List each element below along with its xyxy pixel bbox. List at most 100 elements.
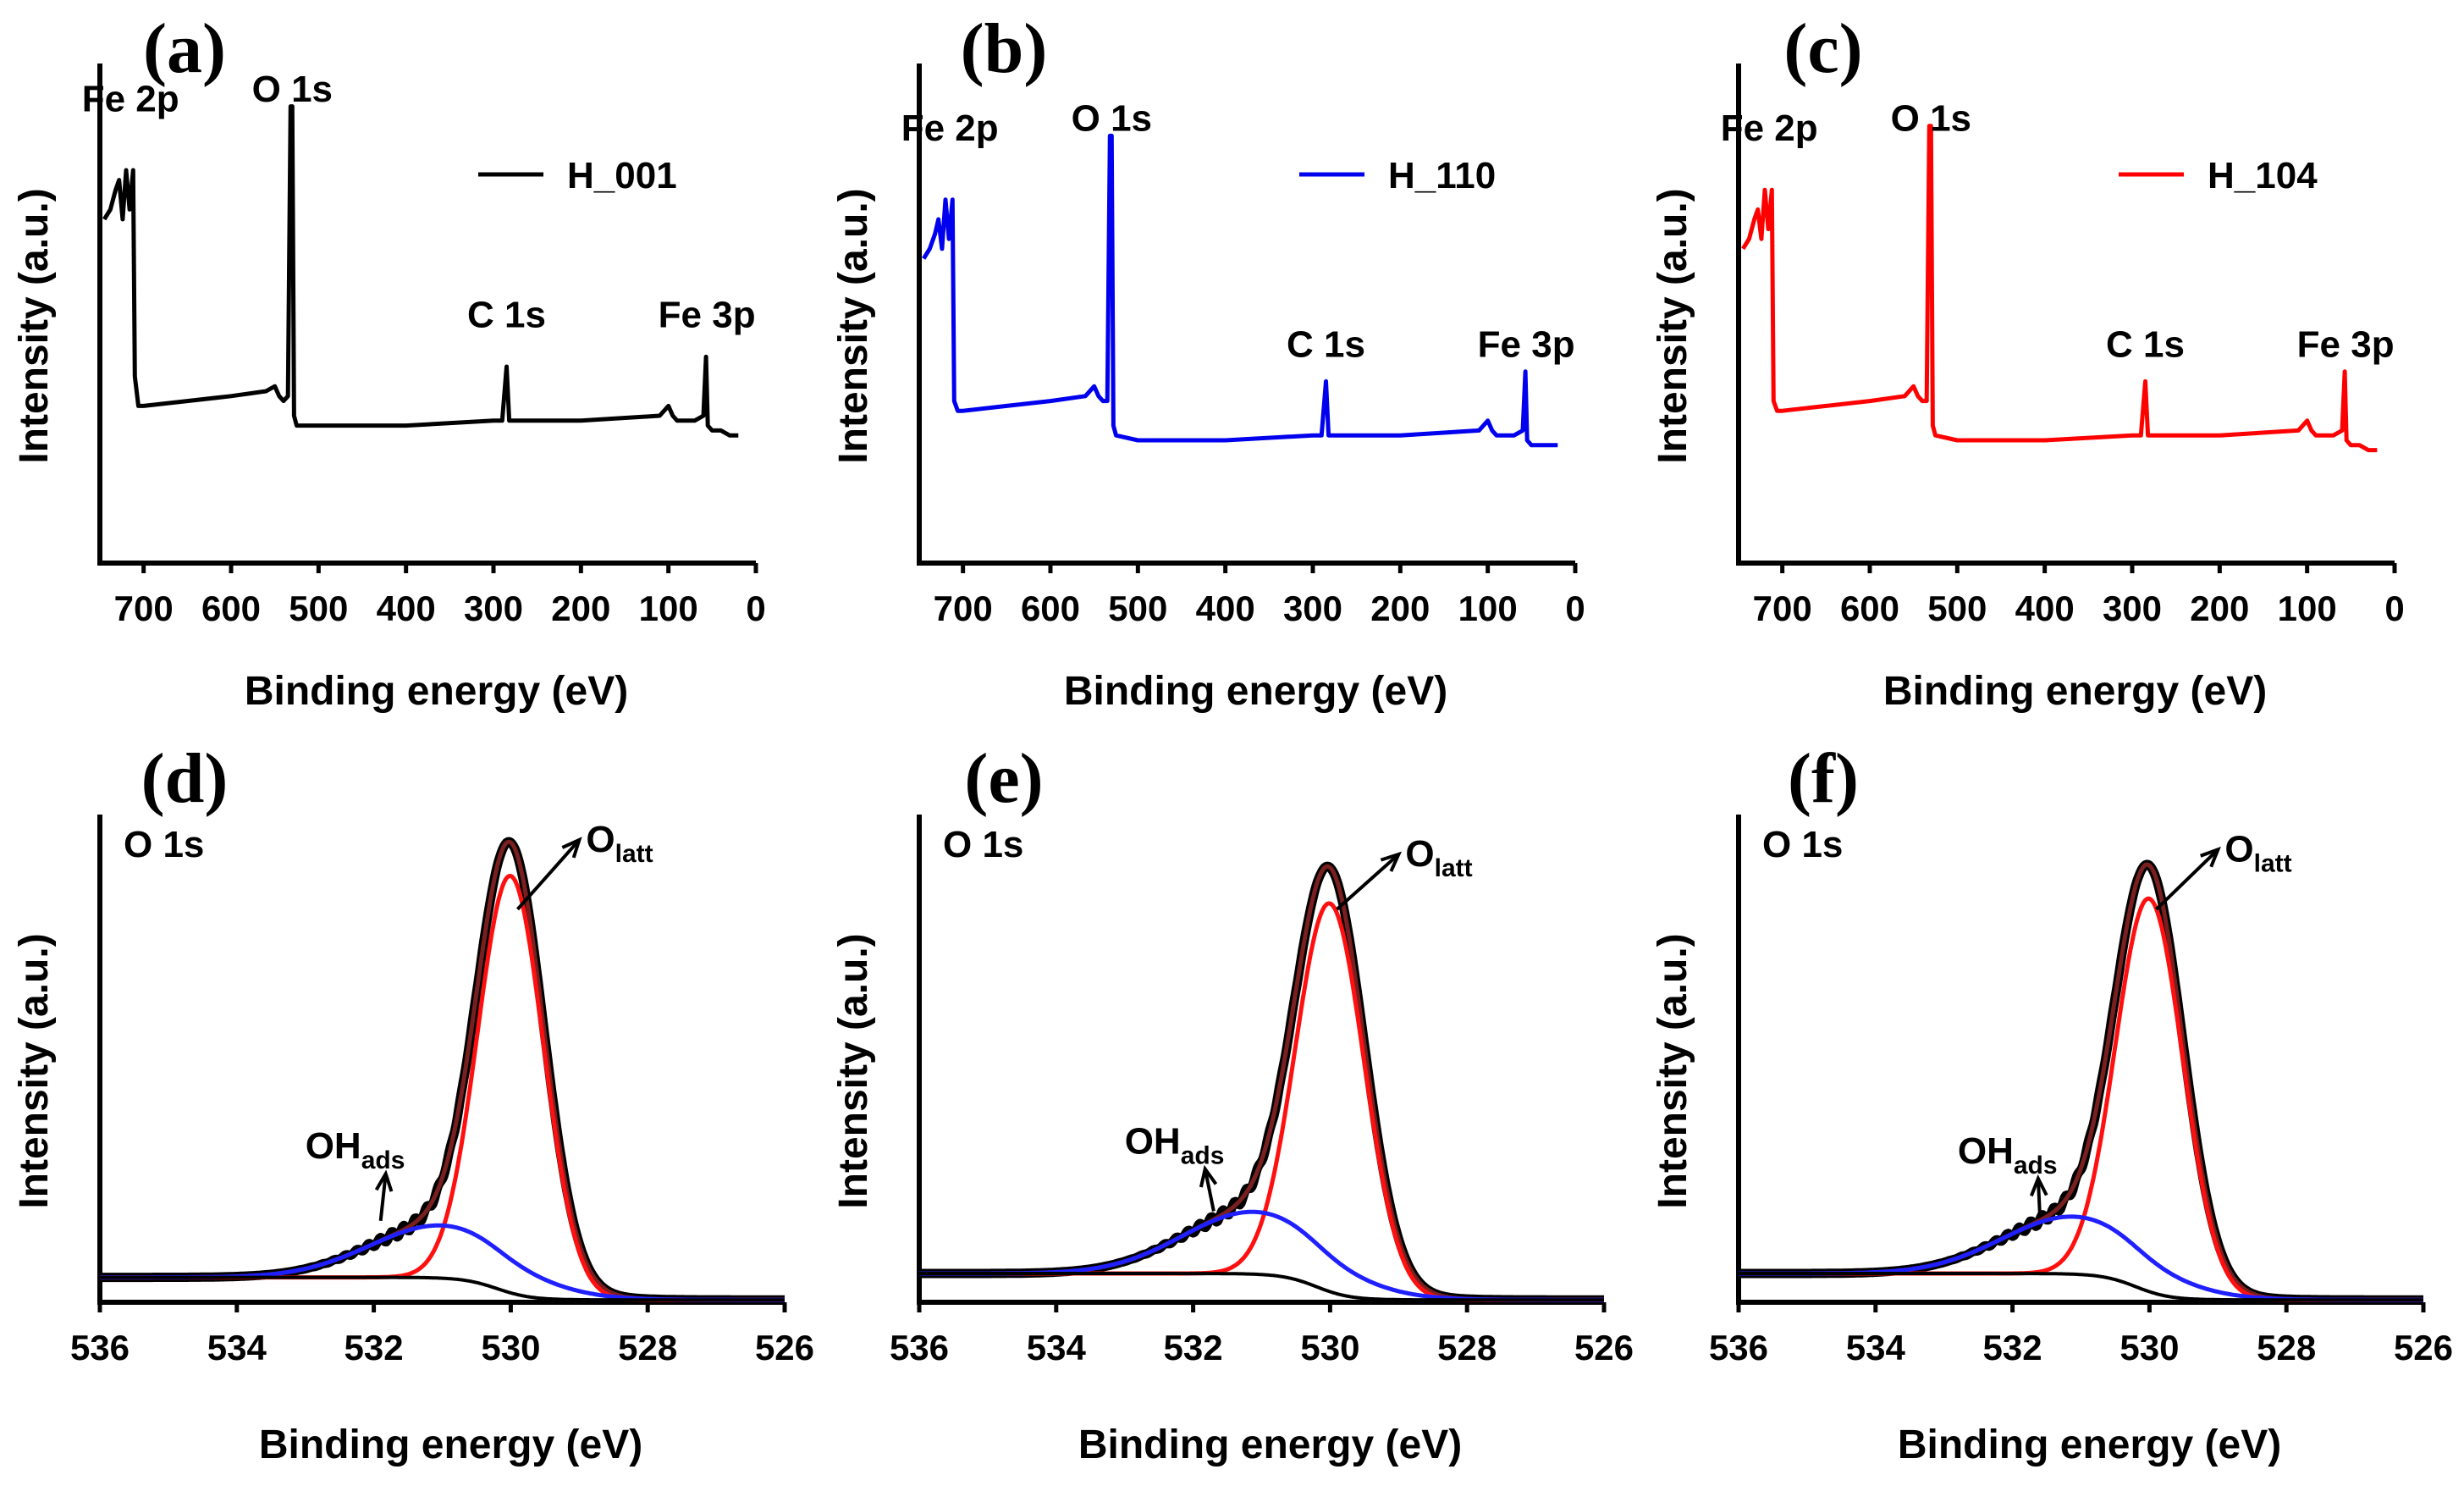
x-tick-label: 400: [2015, 588, 2075, 628]
axes: [97, 64, 756, 566]
arrow-head: [1380, 851, 1403, 872]
peak-label: Fe 3p: [659, 295, 756, 336]
y-axis-label: Intensity (a.u.): [12, 188, 57, 463]
peak-annotation: OHads: [1958, 1130, 2058, 1179]
x-tick-label: 528: [2257, 1328, 2316, 1367]
x-tick-label: 534: [1027, 1328, 1087, 1367]
chart-panel-c: 700 600 500 400 300 200 100 0 (c) Binding energy …: [1651, 9, 2405, 714]
x-tick-label: 500: [289, 588, 348, 628]
peak-annotation: OHads: [1125, 1121, 1225, 1170]
legend-label: H_001: [567, 155, 677, 196]
chart-panel-d: 536 534 532 530 528 526 (d) Binding energy (eV)…: [12, 739, 814, 1467]
panel-label: (b): [961, 9, 1048, 88]
series-line: [922, 133, 1558, 448]
arrow-line: [1336, 853, 1400, 911]
x-tick-label: 0: [2384, 588, 2404, 628]
chart-panel-a: 700 600 500 400 300 200 100 0 (a) Binding energy …: [12, 9, 766, 714]
x-tick-label: 530: [481, 1328, 540, 1367]
arrow-head: [2200, 846, 2221, 868]
peak-label: C 1s: [2106, 323, 2185, 365]
x-tick-label: 532: [1983, 1328, 2042, 1367]
y-axis-label: Intensity (a.u.): [1651, 933, 1695, 1208]
chart-panel-f: 536 534 532 530 528 526 (f) Binding energy (eV)…: [1651, 739, 2453, 1467]
x-tick-label: 528: [618, 1328, 677, 1367]
x-axis-label: Binding energy (eV): [1883, 669, 2267, 714]
peak-label: Fe 2p: [82, 78, 179, 119]
x-tick-label: 500: [1927, 588, 1987, 628]
x-tick-label: 500: [1108, 588, 1167, 628]
y-axis-label: Intensity (a.u.): [831, 188, 876, 463]
peak-annotation: Olatt: [1405, 833, 1472, 882]
series-line-background: [918, 1272, 1605, 1302]
x-tick-label: 200: [1370, 588, 1430, 628]
x-tick-label: 200: [2190, 588, 2249, 628]
x-tick-label: 536: [70, 1328, 130, 1367]
legend-label: H_110: [1388, 155, 1496, 196]
x-tick-label: 600: [201, 588, 261, 628]
x-axis-label: Binding energy (eV): [1078, 1422, 1462, 1467]
x-tick-label: 100: [639, 588, 698, 628]
x-tick-label: 534: [1846, 1328, 1906, 1367]
x-tick-label: 300: [1283, 588, 1342, 628]
series-line-olatt-fit: [918, 901, 1605, 1302]
peak-label: Fe 3p: [1478, 323, 1575, 365]
arrow-head: [374, 1169, 394, 1192]
x-tick-label: 0: [746, 588, 765, 628]
y-axis-label: Intensity (a.u.): [831, 933, 876, 1208]
x-tick-label: 700: [114, 588, 174, 628]
x-tick-label: 534: [207, 1328, 267, 1367]
arrow-head: [2029, 1174, 2048, 1197]
panel-label: (d): [141, 739, 229, 818]
arrow-line: [515, 838, 581, 911]
x-tick-label: 300: [2103, 588, 2162, 628]
arrow-line: [2036, 1178, 2042, 1217]
arrow-line: [2155, 848, 2219, 911]
x-tick-label: 600: [1840, 588, 1899, 628]
series-line: [1741, 124, 2378, 453]
x-tick-label: 300: [464, 588, 523, 628]
peak-annotation: Olatt: [586, 819, 653, 868]
peak-label: O 1s: [1072, 98, 1152, 140]
x-tick-label: 100: [1458, 588, 1518, 628]
panel-label: (e): [964, 739, 1043, 818]
peak-label: C 1s: [467, 295, 546, 336]
x-tick-label: 532: [345, 1328, 404, 1367]
x-axis-label: Binding energy (eV): [245, 669, 628, 714]
peak-annotation: OHads: [306, 1125, 405, 1174]
x-tick-label: 526: [1574, 1328, 1634, 1367]
x-axis-label: Binding energy (eV): [1064, 669, 1447, 714]
legend-label: H_104: [2208, 155, 2318, 196]
axes: [917, 815, 1604, 1305]
series-line-olatt-fit: [1738, 896, 2424, 1302]
chart-panel-e: 536 534 532 530 528 526 (e) Binding energy (eV)…: [831, 739, 1634, 1467]
x-axis-label: Binding energy (eV): [1898, 1422, 2281, 1467]
y-axis-label: Intensity (a.u.): [1651, 188, 1695, 463]
chart-panel-b: 700 600 500 400 300 200 100 0 (b) Binding energy …: [831, 9, 1585, 714]
x-tick-label: 528: [1437, 1328, 1497, 1367]
peak-label: Fe 2p: [1721, 108, 1818, 149]
peak-label: Fe 3p: [2297, 323, 2395, 365]
x-tick-label: 100: [2278, 588, 2337, 628]
corner-label: O 1s: [124, 824, 204, 865]
panel-label: (c): [1783, 9, 1862, 88]
peak-label: C 1s: [1287, 323, 1365, 365]
arrow-head: [561, 837, 582, 859]
x-tick-label: 700: [1753, 588, 1812, 628]
y-axis-label: Intensity (a.u.): [12, 933, 57, 1208]
series-line-background: [99, 1275, 786, 1302]
x-tick-label: 526: [755, 1328, 814, 1367]
peak-label: O 1s: [1891, 98, 1971, 140]
x-tick-label: 532: [1164, 1328, 1223, 1367]
panel-label: (f): [1788, 739, 1859, 818]
peak-label: Fe 2p: [901, 108, 999, 149]
corner-label: O 1s: [1762, 824, 1843, 865]
peak-label: O 1s: [252, 69, 333, 110]
x-tick-label: 530: [1300, 1328, 1359, 1367]
series-line-measured: [916, 861, 1607, 1305]
panel-label: (a): [143, 9, 226, 88]
axes: [917, 64, 1575, 566]
series-line-envelope: [1738, 862, 2424, 1302]
series-line-envelope: [918, 864, 1605, 1302]
x-tick-label: 200: [551, 588, 610, 628]
